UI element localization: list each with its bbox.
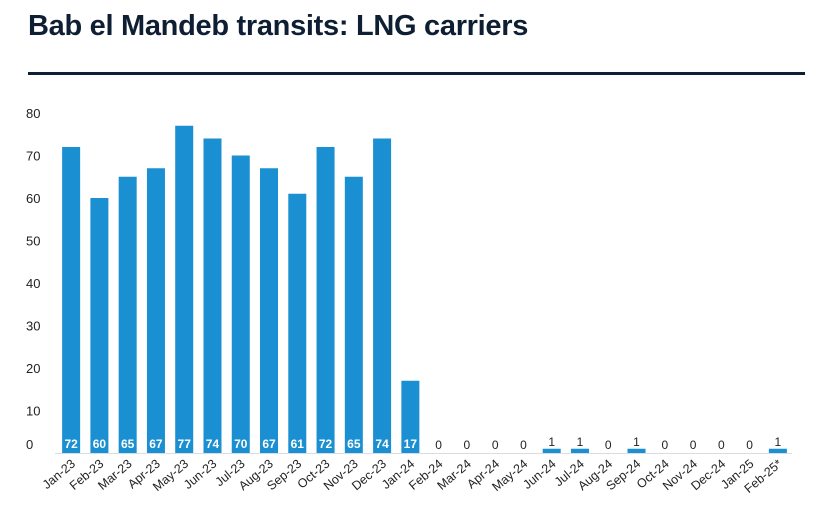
data-label: 1 [775, 435, 782, 449]
data-label: 17 [404, 437, 418, 451]
bar [401, 380, 420, 453]
data-label: 77 [178, 437, 192, 451]
bar [62, 147, 81, 453]
data-label: 0 [605, 438, 612, 452]
bar [203, 138, 222, 453]
bar [118, 176, 137, 453]
y-tick-label: 20 [26, 361, 40, 376]
data-label: 72 [64, 437, 78, 451]
data-label: 1 [548, 435, 555, 449]
data-label: 0 [718, 438, 725, 452]
x-tick-label: Jun-23 [181, 457, 219, 492]
bars-group: 72 60 65 67 77 74 70 67 61 72 65 74 17 0 0 0 0 1 1 0 1 0 0 0 0 1 [62, 125, 787, 453]
bar [288, 193, 307, 453]
data-label: 0 [464, 438, 471, 452]
bar [231, 155, 250, 453]
data-label: 72 [319, 437, 333, 451]
bar [316, 147, 335, 453]
bar [627, 448, 646, 453]
y-tick-label: 50 [26, 234, 40, 249]
data-label: 60 [93, 437, 107, 451]
bar [260, 168, 279, 453]
data-label: 1 [577, 435, 584, 449]
x-axis: Jan-23Feb-23Mar-23Apr-23May-23Jun-23Jul-… [40, 456, 785, 495]
data-label: 0 [520, 438, 527, 452]
data-label: 74 [375, 437, 389, 451]
bar [768, 448, 787, 453]
bar [146, 168, 165, 453]
bar [175, 125, 194, 453]
data-label: 0 [661, 438, 668, 452]
y-tick-label: 70 [26, 149, 40, 164]
bar [570, 448, 589, 453]
data-label: 67 [149, 437, 163, 451]
data-label: 0 [690, 438, 697, 452]
data-label: 0 [492, 438, 499, 452]
data-label: 65 [121, 437, 135, 451]
bar [373, 138, 392, 453]
bar [344, 176, 363, 453]
data-label: 67 [262, 437, 276, 451]
chart-title: Bab el Mandeb transits: LNG carriers [28, 10, 529, 42]
y-tick-label: 80 [26, 106, 40, 121]
title-divider [28, 72, 805, 75]
data-label: 61 [291, 437, 305, 451]
data-label: 0 [435, 438, 442, 452]
x-tick-label: Jun-24 [520, 457, 558, 492]
y-tick-label: 0 [26, 437, 33, 452]
data-label: 74 [206, 437, 220, 451]
bar [542, 448, 561, 453]
data-label: 0 [746, 438, 753, 452]
y-tick-label: 10 [26, 404, 40, 419]
data-label: 65 [347, 437, 361, 451]
data-label: 1 [633, 435, 640, 449]
y-tick-label: 30 [26, 319, 40, 334]
data-label: 70 [234, 437, 248, 451]
bar [90, 198, 109, 453]
y-tick-label: 60 [26, 191, 40, 206]
y-tick-label: 40 [26, 276, 40, 291]
